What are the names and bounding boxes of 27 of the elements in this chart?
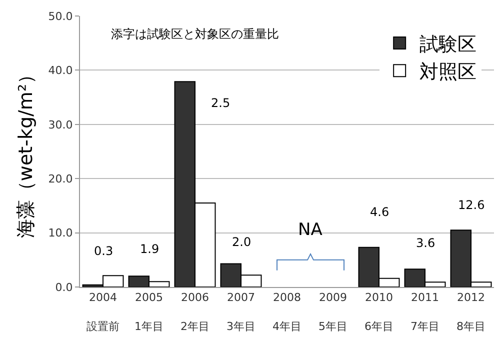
category-label: 2009 5年目 (318, 291, 348, 333)
category-label: 2005 1年目 (134, 291, 164, 333)
category-label: 2008 4年目 (272, 291, 302, 333)
annotation: 添字は試験区と対象区の重量比 (111, 27, 279, 41)
annotation: 0.3 (94, 244, 114, 258)
y-tick-label: 30.0 (48, 118, 73, 132)
category-label: 2007 3年目 (226, 291, 256, 333)
category-label: 2010 6年目 (364, 291, 394, 333)
y-tick-label: 10.0 (48, 226, 73, 240)
annotation: 4.6 (370, 205, 390, 219)
annotation: 2.5 (211, 96, 230, 110)
annotation: 1.9 (140, 242, 160, 256)
y-axis-title: 海藻（wet-kg/m²） (15, 64, 37, 238)
legend-label: 試験区 (420, 33, 477, 56)
annotation: NA (298, 220, 323, 240)
legend-label: 対照区 (420, 61, 477, 84)
annotation: 3.6 (416, 236, 436, 250)
y-tick-label: 20.0 (48, 172, 73, 186)
category-label: 2012 8年目 (456, 291, 486, 333)
y-tick-label: 50.0 (48, 10, 73, 23)
annotation: 12.6 (458, 198, 485, 212)
y-tick-label: 0.0 (55, 280, 73, 294)
category-label: 2004 設置前 (86, 291, 120, 333)
annotation: 2.0 (232, 235, 252, 249)
category-label: 2006 2年目 (180, 291, 210, 333)
category-label: 2011 7年目 (410, 291, 440, 333)
y-tick-label: 40.0 (48, 64, 73, 78)
